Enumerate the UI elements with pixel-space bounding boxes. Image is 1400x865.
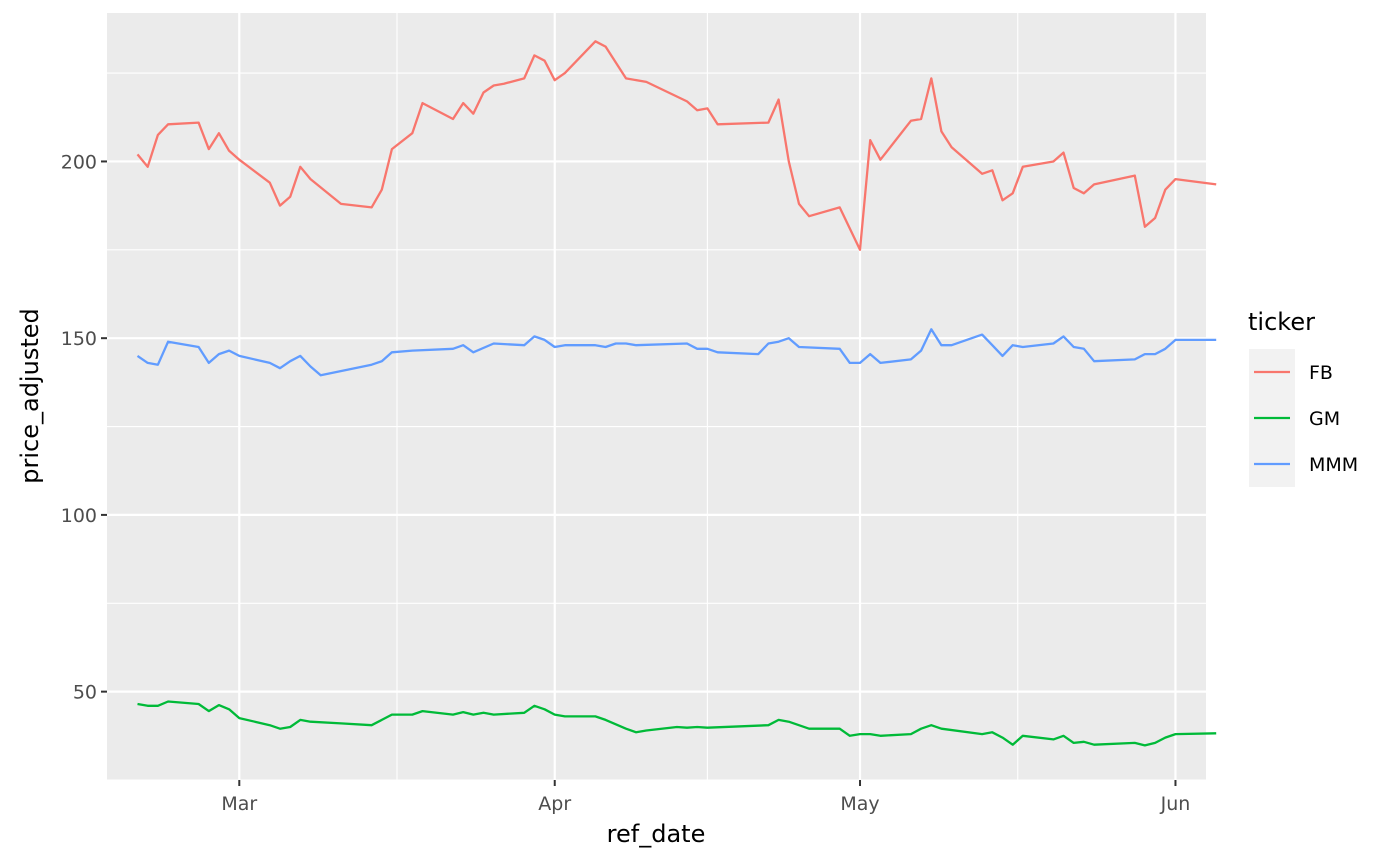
plot-panel: [107, 13, 1206, 780]
y-axis-title: price_adjusted: [16, 308, 44, 483]
y-axis: 50 100 150 200: [61, 151, 107, 704]
legend: ticker FB GM MMM: [1248, 308, 1358, 487]
legend-label-mmm: MMM: [1309, 454, 1358, 476]
legend-label-fb: FB: [1309, 362, 1333, 384]
y-tick-label: 100: [61, 505, 97, 527]
x-tick-label: May: [840, 793, 879, 815]
x-tick-label: Jun: [1160, 793, 1191, 815]
x-axis: Mar Apr May Jun: [221, 780, 1190, 815]
minor-gridlines: [107, 13, 1206, 781]
series-lines: [136, 40, 1217, 747]
series-line-mmm: [136, 328, 1217, 377]
legend-label-gm: GM: [1309, 408, 1340, 430]
x-tick-label: Apr: [538, 793, 571, 815]
x-axis-title: ref_date: [607, 820, 706, 848]
y-tick-label: 150: [61, 328, 97, 350]
major-gridlines: [107, 13, 1206, 780]
x-tick-label: Mar: [221, 793, 257, 815]
y-tick-label: 50: [73, 682, 97, 704]
y-tick-label: 200: [61, 151, 97, 173]
series-line-fb: [136, 40, 1217, 251]
legend-title: ticker: [1248, 308, 1315, 336]
series-line-gm: [137, 700, 1217, 747]
